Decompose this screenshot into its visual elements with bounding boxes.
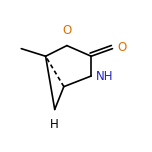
Text: O: O — [62, 24, 71, 37]
Text: H: H — [50, 118, 59, 131]
Text: NH: NH — [96, 69, 113, 83]
Text: O: O — [117, 41, 126, 54]
